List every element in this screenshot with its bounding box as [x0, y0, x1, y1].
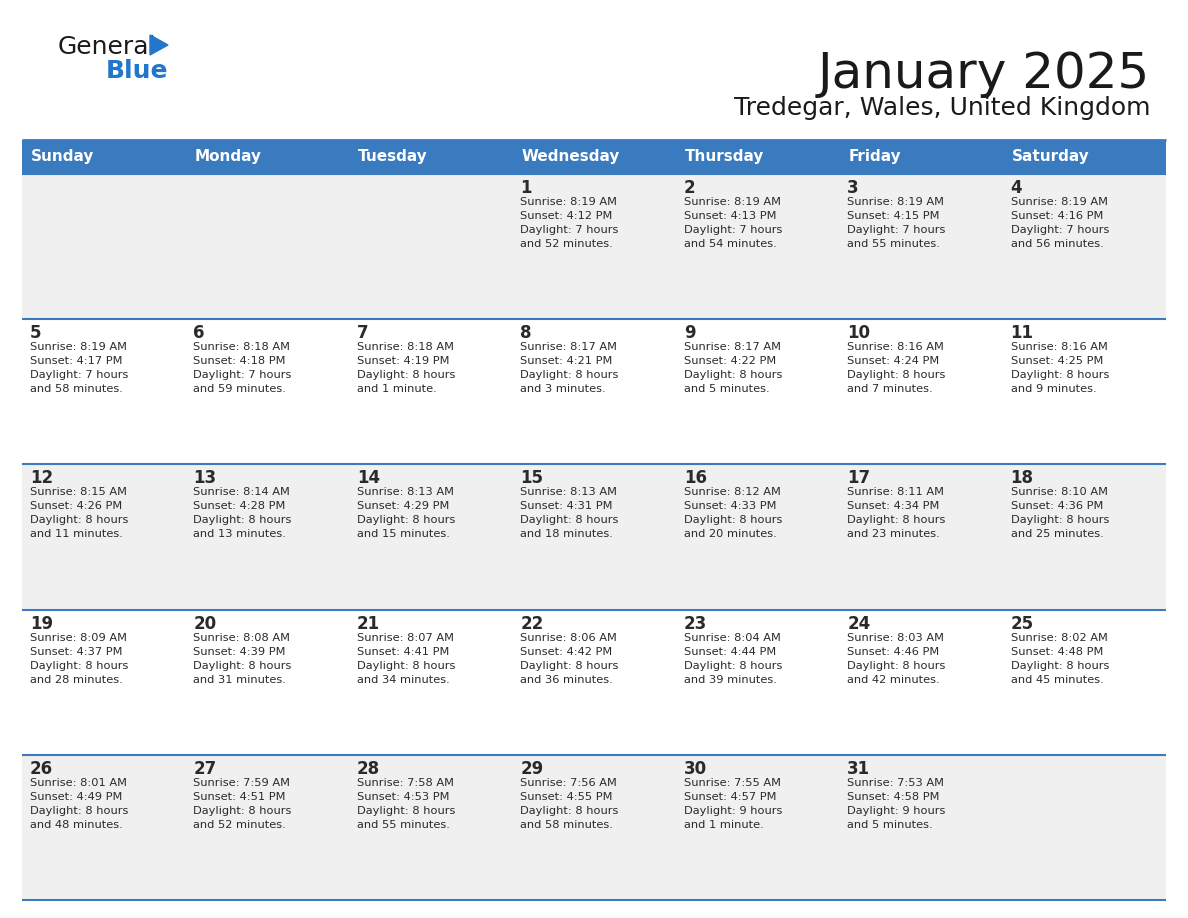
Text: Sunrise: 8:19 AM
Sunset: 4:15 PM
Daylight: 7 hours
and 55 minutes.: Sunrise: 8:19 AM Sunset: 4:15 PM Dayligh… — [847, 197, 946, 249]
Text: Sunrise: 8:18 AM
Sunset: 4:18 PM
Daylight: 7 hours
and 59 minutes.: Sunrise: 8:18 AM Sunset: 4:18 PM Dayligh… — [194, 342, 292, 394]
Polygon shape — [150, 35, 168, 55]
Text: Sunrise: 8:10 AM
Sunset: 4:36 PM
Daylight: 8 hours
and 25 minutes.: Sunrise: 8:10 AM Sunset: 4:36 PM Dayligh… — [1011, 487, 1108, 540]
Text: Sunrise: 8:14 AM
Sunset: 4:28 PM
Daylight: 8 hours
and 13 minutes.: Sunrise: 8:14 AM Sunset: 4:28 PM Dayligh… — [194, 487, 292, 540]
Text: Monday: Monday — [195, 150, 261, 164]
Text: Sunday: Sunday — [31, 150, 94, 164]
Text: 25: 25 — [1011, 614, 1034, 633]
Text: 4: 4 — [1011, 179, 1022, 197]
Text: 31: 31 — [847, 760, 871, 778]
Text: Sunrise: 8:06 AM
Sunset: 4:42 PM
Daylight: 8 hours
and 36 minutes.: Sunrise: 8:06 AM Sunset: 4:42 PM Dayligh… — [520, 633, 619, 685]
Text: Sunrise: 8:16 AM
Sunset: 4:25 PM
Daylight: 8 hours
and 9 minutes.: Sunrise: 8:16 AM Sunset: 4:25 PM Dayligh… — [1011, 342, 1108, 394]
Bar — [676, 140, 839, 174]
Text: Sunrise: 8:07 AM
Sunset: 4:41 PM
Daylight: 8 hours
and 34 minutes.: Sunrise: 8:07 AM Sunset: 4:41 PM Dayligh… — [356, 633, 455, 685]
Text: Sunrise: 8:01 AM
Sunset: 4:49 PM
Daylight: 8 hours
and 48 minutes.: Sunrise: 8:01 AM Sunset: 4:49 PM Dayligh… — [30, 778, 128, 830]
Text: 30: 30 — [684, 760, 707, 778]
Text: 15: 15 — [520, 469, 543, 487]
Text: Blue: Blue — [106, 59, 169, 83]
Text: Sunrise: 8:19 AM
Sunset: 4:13 PM
Daylight: 7 hours
and 54 minutes.: Sunrise: 8:19 AM Sunset: 4:13 PM Dayligh… — [684, 197, 782, 249]
Bar — [349, 140, 512, 174]
Text: 27: 27 — [194, 760, 216, 778]
Text: 5: 5 — [30, 324, 42, 342]
Bar — [1003, 140, 1165, 174]
Text: 28: 28 — [356, 760, 380, 778]
Text: Friday: Friday — [848, 150, 901, 164]
Text: Sunrise: 8:03 AM
Sunset: 4:46 PM
Daylight: 8 hours
and 42 minutes.: Sunrise: 8:03 AM Sunset: 4:46 PM Dayligh… — [847, 633, 946, 685]
Text: Sunrise: 7:53 AM
Sunset: 4:58 PM
Daylight: 9 hours
and 5 minutes.: Sunrise: 7:53 AM Sunset: 4:58 PM Dayligh… — [847, 778, 946, 830]
Text: Sunrise: 8:11 AM
Sunset: 4:34 PM
Daylight: 8 hours
and 23 minutes.: Sunrise: 8:11 AM Sunset: 4:34 PM Dayligh… — [847, 487, 946, 540]
Text: 29: 29 — [520, 760, 544, 778]
Text: 10: 10 — [847, 324, 870, 342]
Text: January 2025: January 2025 — [817, 50, 1150, 98]
Text: Saturday: Saturday — [1011, 150, 1089, 164]
Bar — [23, 610, 1165, 755]
Text: General: General — [58, 35, 157, 59]
Text: Sunrise: 8:17 AM
Sunset: 4:22 PM
Daylight: 8 hours
and 5 minutes.: Sunrise: 8:17 AM Sunset: 4:22 PM Dayligh… — [684, 342, 782, 394]
Bar — [512, 140, 676, 174]
Text: 7: 7 — [356, 324, 368, 342]
Text: 21: 21 — [356, 614, 380, 633]
Bar — [23, 465, 1165, 610]
Text: 22: 22 — [520, 614, 544, 633]
Text: 19: 19 — [30, 614, 53, 633]
Text: 26: 26 — [30, 760, 53, 778]
Bar — [23, 755, 1165, 900]
Text: Wednesday: Wednesday — [522, 150, 620, 164]
Text: 24: 24 — [847, 614, 871, 633]
Text: 12: 12 — [30, 469, 53, 487]
Text: 3: 3 — [847, 179, 859, 197]
Text: Sunrise: 8:09 AM
Sunset: 4:37 PM
Daylight: 8 hours
and 28 minutes.: Sunrise: 8:09 AM Sunset: 4:37 PM Dayligh… — [30, 633, 128, 685]
Text: Sunrise: 8:13 AM
Sunset: 4:31 PM
Daylight: 8 hours
and 18 minutes.: Sunrise: 8:13 AM Sunset: 4:31 PM Dayligh… — [520, 487, 619, 540]
Text: 14: 14 — [356, 469, 380, 487]
Text: 16: 16 — [684, 469, 707, 487]
Text: Sunrise: 8:04 AM
Sunset: 4:44 PM
Daylight: 8 hours
and 39 minutes.: Sunrise: 8:04 AM Sunset: 4:44 PM Dayligh… — [684, 633, 782, 685]
Text: Sunrise: 7:55 AM
Sunset: 4:57 PM
Daylight: 9 hours
and 1 minute.: Sunrise: 7:55 AM Sunset: 4:57 PM Dayligh… — [684, 778, 782, 830]
Text: Sunrise: 8:19 AM
Sunset: 4:17 PM
Daylight: 7 hours
and 58 minutes.: Sunrise: 8:19 AM Sunset: 4:17 PM Dayligh… — [30, 342, 128, 394]
Text: Tuesday: Tuesday — [358, 150, 428, 164]
Bar — [23, 174, 1165, 319]
Text: 20: 20 — [194, 614, 216, 633]
Text: 17: 17 — [847, 469, 871, 487]
Bar — [839, 140, 1003, 174]
Text: 23: 23 — [684, 614, 707, 633]
Text: 1: 1 — [520, 179, 532, 197]
Text: Sunrise: 7:59 AM
Sunset: 4:51 PM
Daylight: 8 hours
and 52 minutes.: Sunrise: 7:59 AM Sunset: 4:51 PM Dayligh… — [194, 778, 292, 830]
Text: Sunrise: 8:19 AM
Sunset: 4:16 PM
Daylight: 7 hours
and 56 minutes.: Sunrise: 8:19 AM Sunset: 4:16 PM Dayligh… — [1011, 197, 1108, 249]
Text: 2: 2 — [684, 179, 695, 197]
Text: Sunrise: 8:08 AM
Sunset: 4:39 PM
Daylight: 8 hours
and 31 minutes.: Sunrise: 8:08 AM Sunset: 4:39 PM Dayligh… — [194, 633, 292, 685]
Bar — [23, 319, 1165, 465]
Text: Sunrise: 8:02 AM
Sunset: 4:48 PM
Daylight: 8 hours
and 45 minutes.: Sunrise: 8:02 AM Sunset: 4:48 PM Dayligh… — [1011, 633, 1108, 685]
Text: Sunrise: 8:19 AM
Sunset: 4:12 PM
Daylight: 7 hours
and 52 minutes.: Sunrise: 8:19 AM Sunset: 4:12 PM Dayligh… — [520, 197, 619, 249]
Text: 11: 11 — [1011, 324, 1034, 342]
Text: Sunrise: 8:17 AM
Sunset: 4:21 PM
Daylight: 8 hours
and 3 minutes.: Sunrise: 8:17 AM Sunset: 4:21 PM Dayligh… — [520, 342, 619, 394]
Text: Sunrise: 7:58 AM
Sunset: 4:53 PM
Daylight: 8 hours
and 55 minutes.: Sunrise: 7:58 AM Sunset: 4:53 PM Dayligh… — [356, 778, 455, 830]
Text: Tredegar, Wales, United Kingdom: Tredegar, Wales, United Kingdom — [733, 96, 1150, 120]
Text: Thursday: Thursday — [684, 150, 764, 164]
Bar — [185, 140, 349, 174]
Text: 8: 8 — [520, 324, 532, 342]
Text: 18: 18 — [1011, 469, 1034, 487]
Text: 6: 6 — [194, 324, 204, 342]
Text: Sunrise: 8:13 AM
Sunset: 4:29 PM
Daylight: 8 hours
and 15 minutes.: Sunrise: 8:13 AM Sunset: 4:29 PM Dayligh… — [356, 487, 455, 540]
Text: 13: 13 — [194, 469, 216, 487]
Text: Sunrise: 7:56 AM
Sunset: 4:55 PM
Daylight: 8 hours
and 58 minutes.: Sunrise: 7:56 AM Sunset: 4:55 PM Dayligh… — [520, 778, 619, 830]
Bar — [23, 140, 185, 174]
Text: Sunrise: 8:18 AM
Sunset: 4:19 PM
Daylight: 8 hours
and 1 minute.: Sunrise: 8:18 AM Sunset: 4:19 PM Dayligh… — [356, 342, 455, 394]
Text: Sunrise: 8:12 AM
Sunset: 4:33 PM
Daylight: 8 hours
and 20 minutes.: Sunrise: 8:12 AM Sunset: 4:33 PM Dayligh… — [684, 487, 782, 540]
Text: Sunrise: 8:16 AM
Sunset: 4:24 PM
Daylight: 8 hours
and 7 minutes.: Sunrise: 8:16 AM Sunset: 4:24 PM Dayligh… — [847, 342, 946, 394]
Text: 9: 9 — [684, 324, 695, 342]
Text: Sunrise: 8:15 AM
Sunset: 4:26 PM
Daylight: 8 hours
and 11 minutes.: Sunrise: 8:15 AM Sunset: 4:26 PM Dayligh… — [30, 487, 128, 540]
